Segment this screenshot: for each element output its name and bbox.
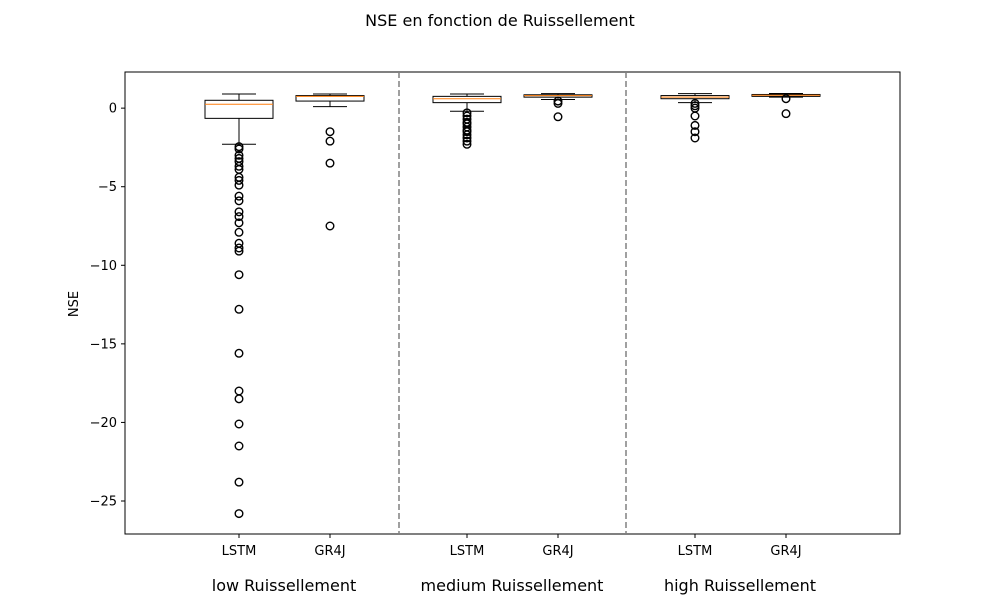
y-tick-label: −10 xyxy=(90,259,117,274)
outlier-point xyxy=(553,98,563,108)
y-tick-label: −25 xyxy=(90,495,117,510)
outlier-point xyxy=(553,112,563,122)
outlier-point xyxy=(325,221,335,231)
x-tick-label: GR4J xyxy=(542,544,573,559)
outlier-point xyxy=(234,477,244,487)
x-tick-label: GR4J xyxy=(314,544,345,559)
outlier-point xyxy=(325,158,335,168)
outlier-point xyxy=(462,108,472,118)
outlier-point xyxy=(234,180,244,190)
outlier-point xyxy=(462,133,472,143)
chart-title: NSE en fonction de Ruissellement xyxy=(365,11,635,30)
outlier-point xyxy=(781,109,791,119)
outlier-point xyxy=(781,94,791,104)
box-iqr xyxy=(432,95,502,104)
outlier-point xyxy=(234,150,244,160)
outlier-point xyxy=(234,207,244,217)
y-tick-label: −15 xyxy=(90,337,117,352)
outlier-point xyxy=(234,191,244,201)
outlier-point xyxy=(234,218,244,228)
x-tick-label: LSTM xyxy=(678,544,713,559)
outlier-point xyxy=(690,120,700,130)
outlier-point xyxy=(234,227,244,237)
outlier-point xyxy=(234,212,244,222)
box-iqr xyxy=(295,95,365,102)
x-tick-label: LSTM xyxy=(222,544,257,559)
outlier-point xyxy=(234,348,244,358)
x-tick-label: LSTM xyxy=(450,544,485,559)
outlier-point xyxy=(234,175,244,185)
outlier-point xyxy=(234,161,244,171)
x-tick-label: GR4J xyxy=(770,544,801,559)
plot-frame xyxy=(124,71,901,535)
outlier-point xyxy=(690,111,700,121)
outlier-point xyxy=(234,144,244,154)
outlier-point xyxy=(325,127,335,137)
outlier-point xyxy=(234,441,244,451)
outlier-point xyxy=(234,304,244,314)
outlier-point xyxy=(234,509,244,519)
outlier-point xyxy=(462,127,472,137)
outlier-point xyxy=(234,394,244,404)
y-tick-label: −5 xyxy=(98,180,117,195)
outlier-point xyxy=(462,136,472,146)
outlier-point xyxy=(462,130,472,140)
outlier-point xyxy=(234,386,244,396)
y-tick-label: −20 xyxy=(90,416,117,431)
outlier-point xyxy=(234,246,244,256)
y-axis-label: NSE xyxy=(67,291,82,317)
group-label: medium Ruissellement xyxy=(421,576,604,595)
box-iqr xyxy=(204,99,274,119)
outlier-point xyxy=(462,139,472,149)
outlier-point xyxy=(690,133,700,143)
outlier-point xyxy=(234,196,244,206)
outlier-point xyxy=(690,127,700,137)
group-label: high Ruissellement xyxy=(664,576,816,595)
outlier-point xyxy=(234,270,244,280)
outlier-point xyxy=(234,243,244,253)
y-tick-label: 0 xyxy=(109,102,117,117)
group-label: low Ruissellement xyxy=(212,576,356,595)
plot-layer: 0 −5 −10 −15 −20 −25 LSTM GR4J low Ruissellement… xyxy=(90,71,901,595)
outlier-point xyxy=(234,419,244,429)
outlier-point xyxy=(325,136,335,146)
